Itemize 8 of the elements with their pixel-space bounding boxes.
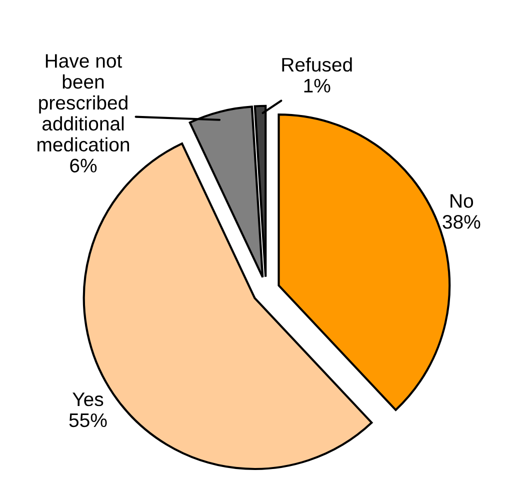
data-label: 1% xyxy=(304,78,330,93)
slice-label: Yes xyxy=(72,392,104,406)
data-label: 38% xyxy=(442,215,480,229)
slice-label: No xyxy=(450,194,474,208)
slice-label: Have not been prescribed additional medication xyxy=(38,54,130,152)
slice-label: Refused xyxy=(282,57,352,72)
data-label: 55% xyxy=(69,413,107,428)
data-label: 6% xyxy=(70,158,97,172)
